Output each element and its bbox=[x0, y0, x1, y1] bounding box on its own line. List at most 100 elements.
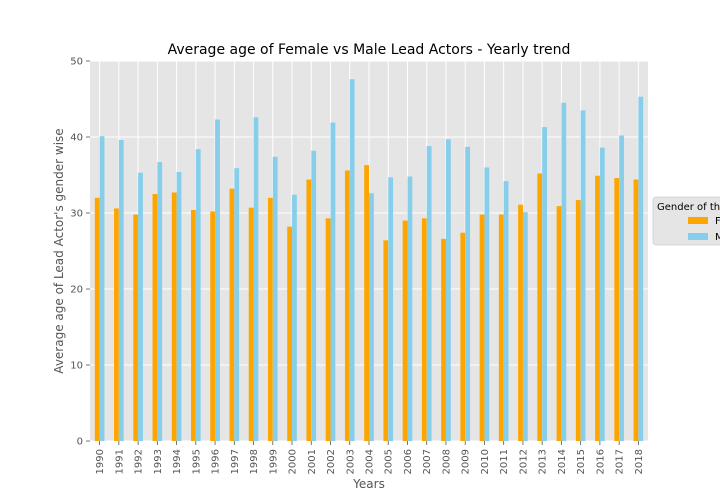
x-tick-label-1993: 1993 bbox=[153, 449, 164, 474]
x-tick-label-2015: 2015 bbox=[576, 449, 587, 474]
legend: Gender of th F M bbox=[652, 196, 720, 246]
x-tick-label-2000: 2000 bbox=[288, 449, 299, 474]
bar-m-2013 bbox=[542, 127, 547, 442]
x-axis-ticks: 1990 1991 1992 1993 1994 1995 1996 1997 1998 1999… bbox=[95, 441, 645, 474]
legend-title: Gender of th bbox=[657, 202, 720, 213]
bar-m-2014 bbox=[561, 102, 567, 442]
x-tick-label-2012: 2012 bbox=[518, 449, 529, 474]
x-tick-label-2013: 2013 bbox=[538, 449, 549, 474]
y-tick-label: 30 bbox=[70, 209, 83, 220]
bar-m-1996 bbox=[215, 119, 220, 442]
bar-f-1999 bbox=[267, 197, 273, 441]
bar-f-1990 bbox=[94, 197, 100, 441]
x-tick-label-2007: 2007 bbox=[422, 449, 433, 474]
bar-f-2004 bbox=[364, 165, 369, 441]
bar-f-2013 bbox=[537, 173, 543, 442]
x-tick-label-1997: 1997 bbox=[230, 449, 241, 474]
y-tick-label: 10 bbox=[70, 361, 83, 372]
x-tick-label-2014: 2014 bbox=[557, 449, 568, 474]
x-tick-label-1994: 1994 bbox=[172, 449, 183, 474]
legend-swatch-m bbox=[688, 233, 708, 240]
y-tick-label: 50 bbox=[70, 57, 83, 68]
y-axis-ticks: 0 10 20 30 40 50 bbox=[70, 57, 90, 448]
x-axis-label: Years bbox=[352, 477, 385, 491]
bar-m-2011 bbox=[503, 181, 509, 441]
bars-group bbox=[94, 79, 644, 442]
legend-box bbox=[652, 196, 720, 246]
bar-m-2006 bbox=[407, 176, 413, 441]
bar-f-2001 bbox=[306, 179, 312, 441]
bar-f-2012 bbox=[518, 204, 523, 441]
bar-f-2008 bbox=[441, 238, 446, 441]
y-tick-label: 20 bbox=[70, 285, 83, 296]
x-tick-label-1991: 1991 bbox=[114, 449, 125, 474]
bar-m-2000 bbox=[292, 194, 297, 441]
x-tick-label-2017: 2017 bbox=[615, 449, 626, 474]
x-tick-label-2008: 2008 bbox=[441, 449, 452, 474]
legend-label-m: M bbox=[715, 232, 720, 243]
x-tick-label-2001: 2001 bbox=[307, 449, 318, 474]
x-tick-label-1998: 1998 bbox=[249, 449, 260, 474]
bar-m-1999 bbox=[272, 156, 278, 441]
bar-m-1995 bbox=[195, 149, 201, 441]
bar-m-2009 bbox=[465, 146, 471, 441]
bar-m-2007 bbox=[426, 146, 432, 441]
bar-f-2009 bbox=[460, 232, 466, 441]
bar-f-2015 bbox=[575, 200, 581, 441]
bar-m-2008 bbox=[445, 139, 451, 441]
legend-label-f: F bbox=[715, 216, 720, 227]
bar-m-1993 bbox=[157, 162, 163, 441]
bar-f-2017 bbox=[614, 178, 620, 442]
bar-m-2012 bbox=[522, 212, 528, 441]
x-tick-label-2003: 2003 bbox=[345, 449, 356, 474]
x-tick-label-1999: 1999 bbox=[268, 449, 279, 474]
x-tick-label-2005: 2005 bbox=[384, 449, 395, 474]
bar-f-1992 bbox=[133, 214, 139, 441]
y-tick-label: 40 bbox=[70, 133, 83, 144]
bar-m-2002 bbox=[330, 122, 336, 441]
bar-m-2018 bbox=[638, 96, 644, 441]
bar-f-2018 bbox=[633, 179, 639, 441]
bar-f-1996 bbox=[210, 211, 216, 441]
bar-m-2016 bbox=[599, 147, 605, 441]
x-tick-label-2011: 2011 bbox=[499, 449, 510, 474]
bar-m-1992 bbox=[138, 172, 143, 441]
bar-m-2005 bbox=[388, 177, 394, 441]
bar-m-2004 bbox=[369, 193, 374, 441]
bar-f-2007 bbox=[421, 218, 427, 441]
bar-m-1991 bbox=[118, 140, 124, 442]
x-tick-label-2009: 2009 bbox=[461, 449, 472, 474]
bar-m-2015 bbox=[580, 110, 586, 442]
bar-f-2010 bbox=[479, 214, 485, 441]
bar-f-2002 bbox=[325, 218, 331, 441]
bar-f-1998 bbox=[248, 207, 254, 441]
bar-m-2017 bbox=[619, 135, 624, 442]
x-tick-label-1992: 1992 bbox=[134, 449, 145, 474]
bar-m-2010 bbox=[484, 167, 490, 441]
bar-m-1997 bbox=[234, 168, 240, 441]
x-tick-label-2004: 2004 bbox=[365, 449, 376, 474]
chart-title: Average age of Female vs Male Lead Actor… bbox=[168, 42, 571, 58]
bar-m-1998 bbox=[253, 117, 259, 442]
x-tick-label-2016: 2016 bbox=[595, 449, 606, 474]
bar-f-1991 bbox=[114, 208, 119, 441]
bar-m-2001 bbox=[311, 150, 317, 441]
y-axis-label: Average age of Lead Actor's gender wise bbox=[52, 128, 66, 373]
x-tick-label-2002: 2002 bbox=[326, 449, 337, 474]
bar-f-2006 bbox=[402, 220, 408, 441]
x-tick-label-2010: 2010 bbox=[480, 449, 491, 474]
x-tick-label-2018: 2018 bbox=[634, 449, 645, 474]
bar-f-2014 bbox=[556, 206, 562, 441]
bar-f-1995 bbox=[191, 209, 196, 441]
bar-f-2011 bbox=[498, 214, 504, 441]
bar-f-1997 bbox=[229, 188, 235, 441]
bar-f-2016 bbox=[595, 175, 600, 441]
y-tick-label: 0 bbox=[77, 437, 83, 448]
x-tick-label-1995: 1995 bbox=[191, 449, 202, 474]
bar-f-2000 bbox=[287, 226, 293, 441]
bar-m-1994 bbox=[176, 171, 182, 441]
bar-f-2005 bbox=[383, 240, 389, 441]
legend-swatch-f bbox=[688, 217, 708, 224]
x-tick-label-1990: 1990 bbox=[95, 449, 106, 474]
